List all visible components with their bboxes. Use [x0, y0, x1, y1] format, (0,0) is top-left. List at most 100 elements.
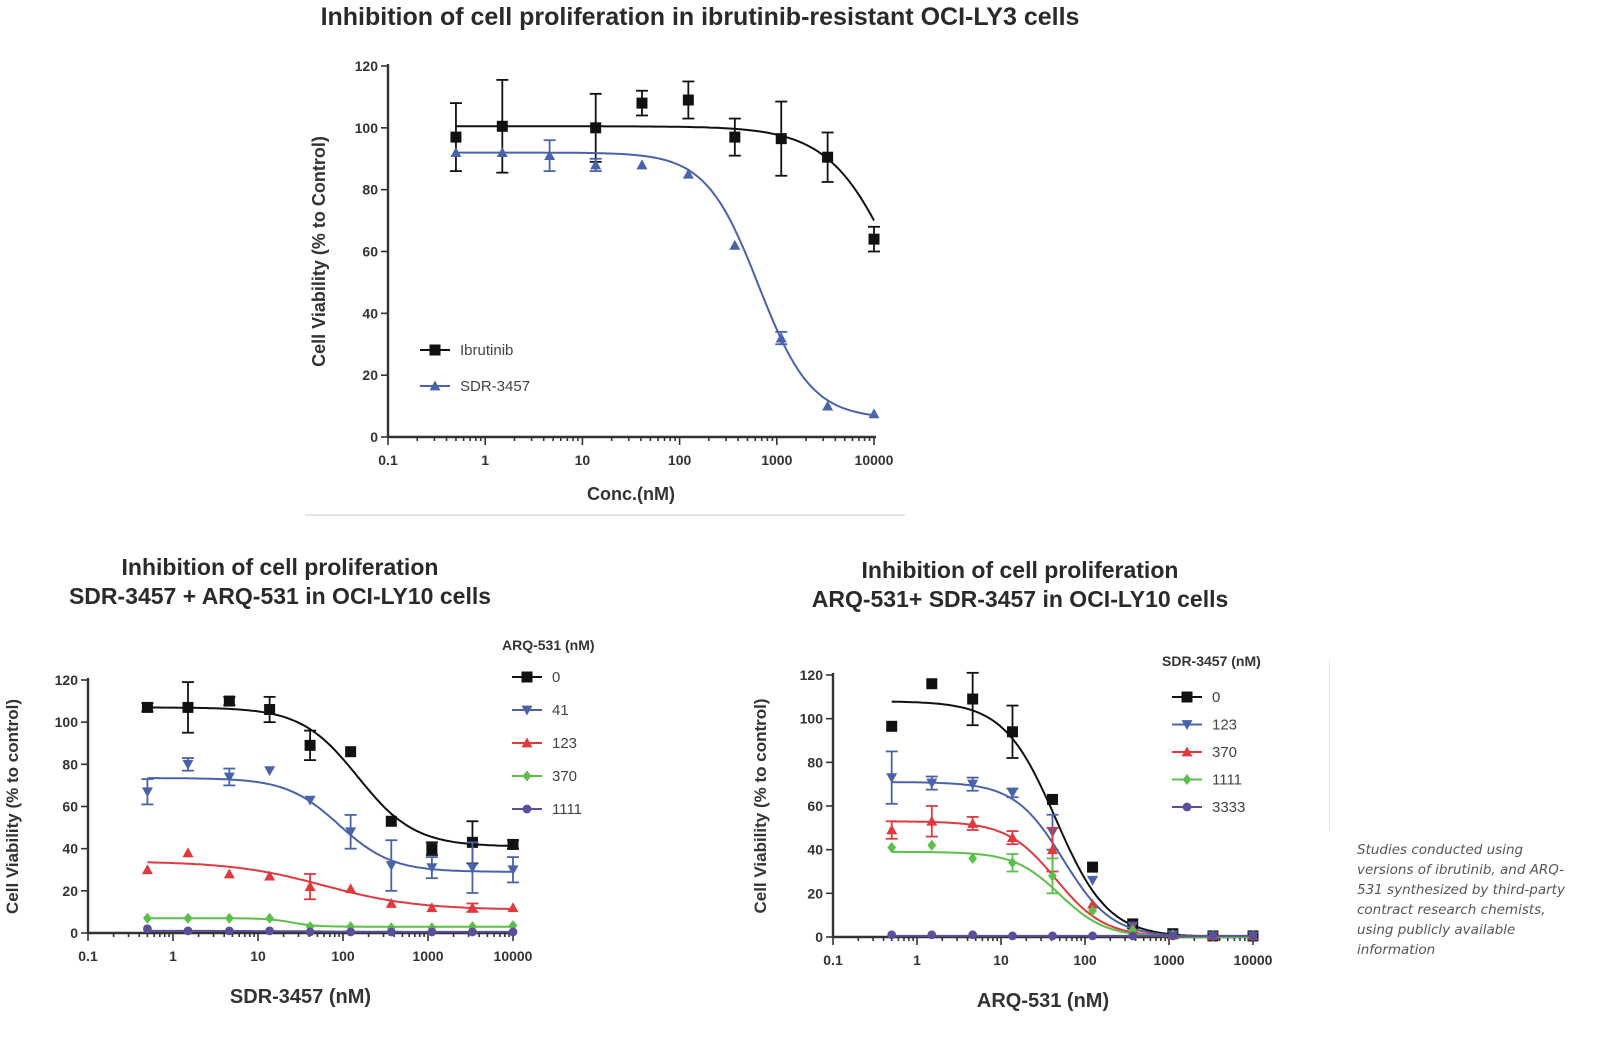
legend-label: 1111: [552, 801, 582, 818]
chart-top: 0 20 40 60 80 100 120 0.1 1 10 100 1000 10000 Conc.(n…: [309, 58, 894, 504]
data-point: [967, 779, 979, 790]
data-point: [967, 693, 979, 705]
data-point: [468, 927, 477, 937]
bottom-right-chart-title: Inhibition of cell proliferation ARQ-531…: [740, 556, 1300, 614]
data-point: [886, 773, 898, 784]
data-point: [426, 902, 438, 913]
x-tick-label: 10: [575, 452, 591, 468]
y-tick-label: 80: [362, 182, 378, 198]
x-tick-label: 10000: [855, 452, 894, 468]
legend-label: 0: [552, 669, 560, 686]
data-point: [636, 97, 648, 109]
y-tick-label: 20: [807, 885, 823, 901]
data-point: [968, 930, 978, 940]
data-point: [508, 927, 518, 937]
data-point: [926, 815, 938, 826]
data-point: [305, 927, 315, 937]
fit-curve: [147, 861, 513, 910]
series-ibrutinib: [449, 79, 880, 253]
data-point: [427, 927, 437, 937]
data-point: [822, 400, 834, 411]
data-point: [682, 94, 694, 106]
data-point: [967, 817, 979, 828]
data-point: [886, 824, 898, 835]
y-tick-label: 120: [55, 672, 79, 688]
data-point: [886, 720, 898, 732]
fit-curve: [455, 125, 875, 221]
series-3333: [887, 930, 1258, 941]
bottom-left-chart-title: Inhibition of cell proliferation SDR-345…: [0, 553, 560, 611]
data-point: [1008, 931, 1017, 941]
bottom-right-title-line-2: ARQ-531+ SDR-3457 in OCI-LY10 cells: [811, 585, 1229, 612]
data-point: [304, 795, 316, 806]
y-tick-label: 40: [362, 305, 378, 321]
y-tick-label: 100: [55, 714, 79, 730]
main-chart-title: Inhibition of cell proliferation in ibru…: [320, 3, 1080, 31]
data-point: [507, 838, 519, 850]
y-tick-label: 20: [362, 367, 378, 383]
data-point: [926, 678, 938, 690]
series-41: [141, 757, 519, 894]
y-tick-label: 100: [800, 711, 824, 727]
fit-curve: [147, 777, 513, 873]
data-point: [1046, 793, 1058, 805]
x-tick-label: 1: [913, 952, 921, 968]
data-point: [1006, 726, 1018, 738]
legend-marker: [521, 671, 533, 683]
data-point: [345, 883, 357, 894]
y-axis-label: Cell Viability (% to Control): [309, 136, 329, 367]
data-point: [507, 865, 519, 876]
vertical-divider: [1329, 660, 1330, 830]
series-0: [886, 671, 1259, 942]
x-tick-label: 1: [169, 948, 177, 964]
data-point: [926, 778, 938, 789]
series-123: [885, 750, 1259, 942]
data-point: [496, 120, 508, 132]
data-point: [224, 926, 234, 936]
series-sdr-3457: [450, 139, 880, 419]
data-point: [345, 746, 357, 758]
y-tick-label: 0: [370, 429, 378, 445]
x-tick-label: 10000: [1234, 952, 1273, 968]
data-point: [346, 927, 356, 937]
x-tick-label: 1000: [1153, 952, 1184, 968]
x-axis-label: SDR-3457 (nM): [230, 986, 371, 1008]
y-tick-label: 20: [62, 883, 78, 899]
data-point: [386, 927, 396, 937]
y-tick-label: 100: [355, 120, 379, 136]
data-point: [224, 912, 234, 924]
data-point: [1008, 857, 1017, 869]
data-point: [182, 847, 194, 858]
x-tick-label: 10: [250, 948, 266, 964]
legend-marker: [1181, 746, 1193, 757]
legend-marker: [521, 737, 533, 748]
legend-marker: [522, 770, 532, 782]
data-point: [887, 841, 897, 853]
bottom-right-title-line-1: Inhibition of cell proliferation: [861, 557, 1179, 583]
y-tick-label: 0: [815, 929, 823, 945]
section-divider: [305, 514, 905, 516]
fit-curve: [891, 820, 1253, 938]
data-point: [868, 233, 880, 245]
chart-bottom-left: 0 20 40 60 80 100 120 0.1 1 10 100 1000 10000 SDR-345…: [3, 637, 595, 1008]
fit-curve: [147, 917, 513, 928]
data-point: [183, 926, 193, 936]
fit-curve: [147, 706, 514, 847]
data-point: [450, 131, 462, 143]
data-point: [223, 695, 235, 707]
data-point: [264, 766, 276, 777]
legend-label: 370: [1212, 744, 1237, 761]
x-tick-label: 0.1: [78, 948, 98, 964]
y-tick-label: 40: [62, 841, 78, 857]
fit-curve: [147, 929, 513, 933]
data-point: [775, 133, 787, 145]
x-tick-label: 10: [993, 952, 1009, 968]
y-tick-label: 0: [70, 925, 78, 941]
data-point: [143, 912, 152, 924]
data-point: [264, 870, 276, 881]
data-point: [887, 930, 897, 940]
data-point: [1168, 931, 1178, 941]
fit-curve: [891, 781, 1253, 938]
data-point: [264, 704, 276, 716]
